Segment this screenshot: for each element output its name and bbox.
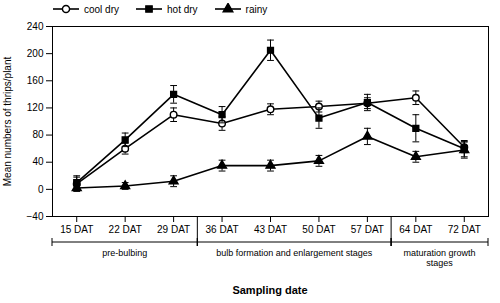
svg-text:40: 40	[32, 156, 44, 167]
svg-text:72 DAT: 72 DAT	[448, 224, 481, 235]
svg-text:maturation growthstages: maturation growthstages	[404, 248, 476, 268]
svg-text:Sampling date: Sampling date	[232, 284, 307, 296]
svg-text:36 DAT: 36 DAT	[205, 224, 238, 235]
svg-text:15 DAT: 15 DAT	[60, 224, 93, 235]
svg-text:50 DAT: 50 DAT	[302, 224, 335, 235]
svg-text:Mean numbers of thrips/plant: Mean numbers of thrips/plant	[2, 57, 13, 187]
svg-text:bulb formation and enlargement: bulb formation and enlargement stages	[216, 248, 373, 258]
svg-text:64 DAT: 64 DAT	[399, 224, 432, 235]
svg-text:240: 240	[27, 21, 44, 32]
svg-text:29 DAT: 29 DAT	[157, 224, 190, 235]
svg-text:−40: −40	[27, 211, 44, 222]
svg-text:0: 0	[38, 184, 44, 195]
svg-text:160: 160	[27, 75, 44, 86]
svg-text:43 DAT: 43 DAT	[254, 224, 287, 235]
svg-text:200: 200	[27, 48, 44, 59]
svg-text:80: 80	[32, 129, 44, 140]
html-text:cool dry: cool dry	[84, 3, 119, 15]
svg-text:22 DAT: 22 DAT	[109, 224, 142, 235]
svg-text:pre-bulbing: pre-bulbing	[102, 248, 147, 258]
svg-text:57 DAT: 57 DAT	[351, 224, 384, 235]
html-text:rainy: rainy	[245, 3, 268, 15]
svg-text:120: 120	[27, 102, 44, 113]
html-text:hot dry: hot dry	[167, 3, 198, 15]
